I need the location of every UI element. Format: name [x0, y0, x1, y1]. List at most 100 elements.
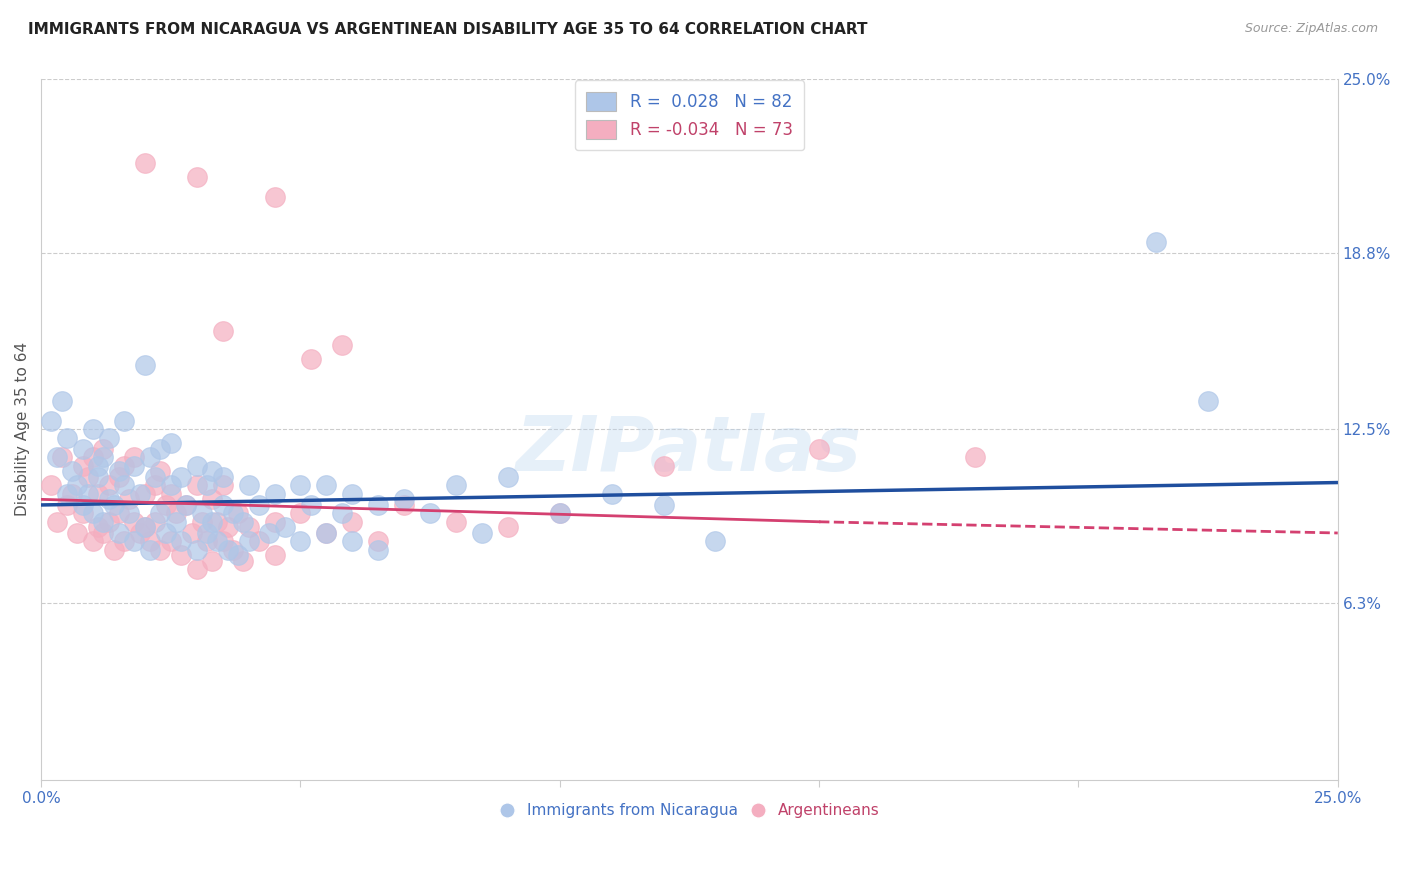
Point	[419, 507, 441, 521]
Point	[247, 498, 270, 512]
Text: IMMIGRANTS FROM NICARAGUA VS ARGENTINEAN DISABILITY AGE 35 TO 64 CORRELATION CHA: IMMIGRANTS FROM NICARAGUA VS ARGENTINEAN…	[28, 22, 868, 37]
Point	[155, 526, 177, 541]
Point	[652, 458, 675, 473]
Point	[471, 526, 494, 541]
Point	[808, 442, 831, 456]
Point	[207, 534, 229, 549]
Point	[186, 478, 208, 492]
Point	[82, 422, 104, 436]
Point	[103, 498, 125, 512]
Point	[112, 414, 135, 428]
Y-axis label: Disability Age 35 to 64: Disability Age 35 to 64	[15, 343, 30, 516]
Point	[97, 478, 120, 492]
Point	[238, 520, 260, 534]
Point	[201, 492, 224, 507]
Point	[367, 542, 389, 557]
Point	[72, 458, 94, 473]
Point	[82, 507, 104, 521]
Point	[222, 542, 245, 557]
Point	[392, 498, 415, 512]
Point	[41, 414, 63, 428]
Point	[211, 498, 233, 512]
Point	[159, 534, 181, 549]
Point	[201, 554, 224, 568]
Point	[128, 526, 150, 541]
Point	[1197, 394, 1219, 409]
Point	[290, 507, 312, 521]
Point	[186, 170, 208, 185]
Point	[191, 507, 214, 521]
Point	[290, 534, 312, 549]
Point	[367, 498, 389, 512]
Point	[232, 554, 254, 568]
Point	[143, 470, 166, 484]
Point	[186, 542, 208, 557]
Point	[342, 534, 364, 549]
Point	[108, 526, 131, 541]
Point	[1144, 235, 1167, 249]
Point	[149, 507, 172, 521]
Point	[134, 520, 156, 534]
Point	[149, 442, 172, 456]
Point	[444, 515, 467, 529]
Point	[704, 534, 727, 549]
Point	[45, 515, 67, 529]
Point	[159, 436, 181, 450]
Point	[134, 358, 156, 372]
Point	[93, 450, 115, 465]
Point	[134, 156, 156, 170]
Point	[60, 487, 83, 501]
Point	[263, 189, 285, 203]
Point	[238, 478, 260, 492]
Text: Source: ZipAtlas.com: Source: ZipAtlas.com	[1244, 22, 1378, 36]
Point	[41, 478, 63, 492]
Point	[963, 450, 986, 465]
Point	[124, 458, 146, 473]
Point	[211, 478, 233, 492]
Point	[211, 324, 233, 338]
Text: ZIPatlas: ZIPatlas	[516, 413, 862, 487]
Point	[315, 478, 337, 492]
Point	[217, 542, 239, 557]
Point	[207, 515, 229, 529]
Point	[139, 542, 162, 557]
Point	[315, 526, 337, 541]
Point	[290, 478, 312, 492]
Point	[652, 498, 675, 512]
Point	[548, 507, 571, 521]
Point	[222, 507, 245, 521]
Point	[186, 562, 208, 576]
Point	[134, 520, 156, 534]
Point	[93, 515, 115, 529]
Point	[201, 515, 224, 529]
Point	[274, 520, 297, 534]
Point	[392, 492, 415, 507]
Point	[124, 534, 146, 549]
Point	[97, 492, 120, 507]
Point	[87, 520, 110, 534]
Point	[263, 549, 285, 563]
Point	[170, 534, 193, 549]
Point	[87, 487, 110, 501]
Point	[112, 534, 135, 549]
Point	[211, 470, 233, 484]
Point	[165, 515, 187, 529]
Point	[217, 520, 239, 534]
Point	[93, 442, 115, 456]
Point	[56, 498, 79, 512]
Point	[112, 478, 135, 492]
Legend: Immigrants from Nicaragua, Argentineans: Immigrants from Nicaragua, Argentineans	[494, 797, 886, 824]
Point	[226, 507, 249, 521]
Point	[263, 487, 285, 501]
Point	[444, 478, 467, 492]
Point	[159, 478, 181, 492]
Point	[128, 487, 150, 501]
Point	[548, 507, 571, 521]
Point	[259, 526, 281, 541]
Point	[82, 534, 104, 549]
Point	[72, 507, 94, 521]
Point	[60, 464, 83, 478]
Point	[191, 515, 214, 529]
Point	[238, 534, 260, 549]
Point	[176, 498, 198, 512]
